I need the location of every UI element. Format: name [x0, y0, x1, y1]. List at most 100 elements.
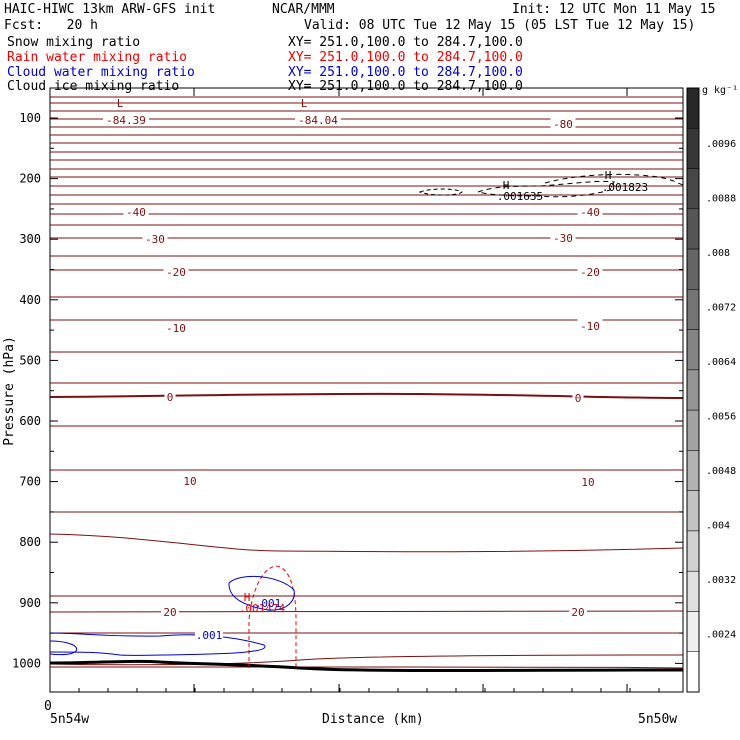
temperature-label: -10	[580, 320, 600, 333]
colorbar-band	[686, 128, 700, 169]
temperature-label-bg	[579, 475, 597, 488]
y-tick-label: 800	[19, 535, 41, 549]
y-tick-label: 900	[19, 596, 41, 610]
temperature-label: 0	[167, 391, 174, 404]
colorbar-band	[686, 87, 700, 129]
field-cloudice-name: Cloud ice mixing ratio	[7, 79, 180, 94]
y-tick-label: 100	[19, 111, 41, 125]
colorbar-tick-label: .008	[706, 248, 730, 259]
extremum-mark: L	[117, 97, 124, 110]
temperature-label: -40	[126, 206, 146, 219]
temperature-label: 0	[575, 392, 582, 405]
temperature-label-bg	[295, 113, 341, 126]
init-time: Init: 12 UTC Mon 11 May 15	[512, 2, 716, 17]
temperature-contour	[49, 654, 684, 666]
cloud-water-contour	[49, 640, 78, 656]
extremum-mark: H	[244, 591, 251, 604]
temperature-label: -30	[145, 233, 165, 246]
temperature-label: -80	[553, 118, 573, 131]
temperature-label-bg	[569, 605, 587, 618]
temperature-label: 10	[183, 475, 196, 488]
extremum-value: .001823	[602, 181, 648, 194]
temperature-label-bg	[550, 231, 576, 244]
colorbar-band	[686, 168, 700, 210]
temperature-label: -40	[580, 206, 600, 219]
colorbar-band	[686, 651, 700, 693]
temperature-contour	[49, 533, 684, 553]
colorbar-band	[686, 530, 700, 572]
extremum-mark: H	[605, 169, 612, 182]
field-snow-xy: XY= 251.0,100.0 to 284.7,100.0	[288, 35, 523, 50]
field-cloudice-xy: XY= 251.0,100.0 to 284.7,100.0	[288, 79, 523, 94]
temperature-contour	[49, 666, 684, 669]
organization: NCAR/MMM	[272, 2, 335, 17]
cloud-ice-contour	[418, 188, 463, 196]
freezing-level-contour	[49, 392, 684, 399]
cloud-ice-contour	[544, 173, 684, 186]
temperature-label: -84.04	[298, 114, 338, 127]
colorbar-band	[686, 570, 700, 612]
extremum-mark: H	[503, 179, 510, 192]
cloud-ice-contour	[477, 180, 615, 198]
temperature-label-bg	[103, 113, 149, 126]
colorbar-band	[686, 369, 700, 411]
rain-water-contour	[248, 565, 297, 668]
forecast-hour: Fcst: 20 h	[4, 18, 98, 33]
temperature-label: -84.39	[106, 114, 146, 127]
extremum-mark: L	[301, 97, 308, 110]
field-snow-name: Snow mixing ratio	[7, 35, 141, 50]
colorbar-tick-label: .0032	[706, 575, 736, 586]
y-tick-label: 1000	[12, 656, 41, 670]
field-rain-name: Rain water mixing ratio	[7, 50, 188, 65]
temperature-label-bg	[550, 117, 576, 130]
colorbar-band	[686, 248, 700, 290]
temperature-label: -20	[580, 266, 600, 279]
y-tick-label: 200	[19, 172, 41, 186]
temperature-label: 20	[571, 606, 584, 619]
cloud-water-label: .001	[255, 597, 282, 610]
extremum-value: .001635	[497, 190, 543, 203]
cloud-water-label-bg	[195, 630, 223, 642]
temperature-label-bg	[577, 265, 603, 278]
colorbar-tick-label: .0088	[706, 194, 736, 205]
cloud-water-contour	[49, 632, 266, 656]
temperature-label-bg	[163, 321, 189, 334]
y-tick-label: 600	[19, 414, 41, 428]
temperature-label-bg	[577, 319, 603, 332]
colorbar-tick-label: .0048	[706, 466, 736, 477]
cloud-water-label: .001	[196, 629, 223, 642]
colorbar-band	[686, 208, 700, 250]
field-cloudwater-xy: XY= 251.0,100.0 to 284.7,100.0	[288, 65, 523, 80]
y-tick-label: 700	[19, 475, 41, 489]
temperature-label: 20	[163, 606, 176, 619]
temperature-label: -20	[166, 266, 186, 279]
plot-frame	[49, 87, 684, 693]
colorbar-tick-label: .0024	[706, 630, 736, 641]
temperature-label-bg	[577, 205, 603, 218]
colorbar-tick-label: .0072	[706, 303, 736, 314]
field-rain-xy: XY= 251.0,100.0 to 284.7,100.0	[288, 50, 523, 65]
y-tick-label: 400	[19, 293, 41, 307]
colorbar-tick-label: .004	[706, 521, 730, 532]
colorbar-band	[686, 611, 700, 652]
x-axis-label: Distance (km)	[322, 712, 424, 727]
temperature-label-bg	[163, 265, 189, 278]
temperature-contour	[49, 610, 684, 613]
colorbar-tick-label: .0064	[706, 357, 736, 368]
temperature-label: 10	[581, 476, 594, 489]
temperature-label: -10	[166, 322, 186, 335]
temperature-label-bg	[161, 605, 179, 618]
colorbar-band	[686, 490, 700, 532]
temperature-label-bg	[572, 391, 584, 404]
colorbar-unit: g kg⁻¹	[702, 85, 739, 96]
colorbar-band	[686, 329, 700, 371]
x-start-label: 5n54w	[50, 712, 90, 727]
temperature-label-bg	[123, 205, 149, 218]
x-end-label: 5n50w	[638, 712, 678, 727]
cloud-water-contour	[228, 575, 295, 611]
y-tick-label: 500	[19, 353, 41, 367]
temperature-label: -30	[553, 232, 573, 245]
colorbar-frame	[686, 87, 700, 693]
y-tick-label: 300	[19, 232, 41, 246]
